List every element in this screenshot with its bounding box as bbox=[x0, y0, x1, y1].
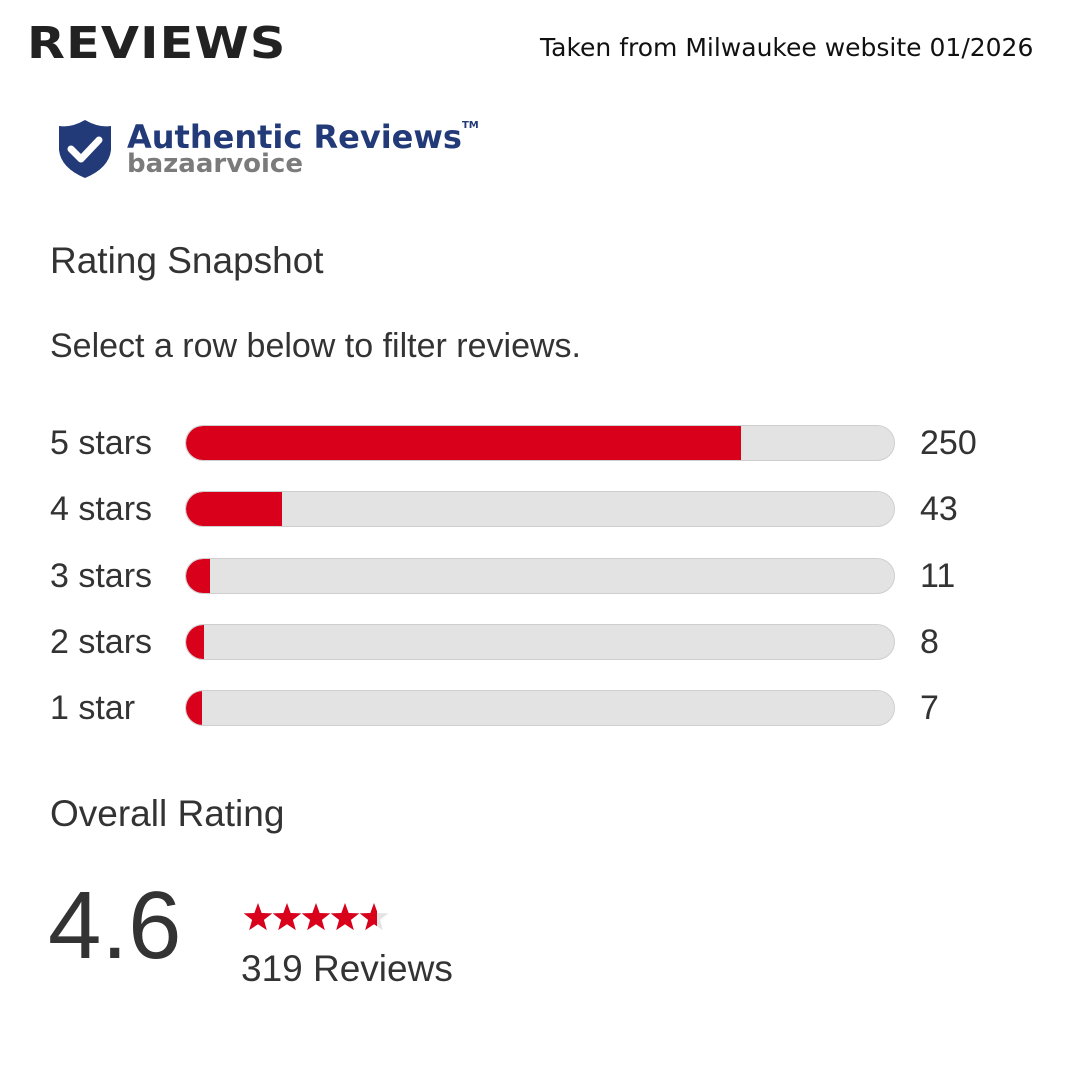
row-label: 3 stars bbox=[50, 557, 153, 595]
rating-filter-row[interactable]: 2 stars 8 bbox=[50, 624, 1010, 660]
rating-bar-track bbox=[185, 491, 895, 527]
star-rating bbox=[243, 903, 389, 931]
rating-bar-fill bbox=[186, 625, 204, 659]
rating-filter-row[interactable]: 1 star 7 bbox=[50, 690, 1010, 726]
logo-sub-text: bazaarvoice bbox=[127, 149, 303, 179]
page-heading: REVIEWS bbox=[27, 18, 287, 69]
star-filled bbox=[301, 903, 331, 931]
row-count: 11 bbox=[920, 557, 956, 595]
source-note: Taken from Milwaukee website 01/2026 bbox=[540, 33, 1034, 62]
logo-main-text: Authentic Reviews bbox=[127, 118, 462, 156]
star-filled bbox=[330, 903, 360, 931]
row-count: 250 bbox=[920, 424, 977, 462]
row-label: 2 stars bbox=[50, 623, 153, 661]
row-count: 8 bbox=[920, 623, 939, 661]
row-count: 43 bbox=[920, 490, 958, 528]
rating-bar-track bbox=[185, 690, 895, 726]
row-count: 7 bbox=[920, 689, 939, 727]
rating-snapshot-title: Rating Snapshot bbox=[50, 240, 324, 281]
authentic-reviews-logo: Authentic ReviewsTM bazaarvoice bbox=[55, 118, 479, 180]
row-label: 5 stars bbox=[50, 424, 153, 462]
shield-check-icon bbox=[59, 120, 111, 178]
average-rating: 4.6 bbox=[48, 872, 182, 979]
rating-filter-row[interactable]: 5 stars 250 bbox=[50, 425, 1010, 461]
rating-filter-row[interactable]: 4 stars 43 bbox=[50, 491, 1010, 527]
rating-filter-row[interactable]: 3 stars 11 bbox=[50, 558, 1010, 594]
rating-snapshot-hint: Select a row below to filter reviews. bbox=[50, 327, 581, 365]
review-count: 319 Reviews bbox=[241, 948, 453, 989]
overall-rating-title: Overall Rating bbox=[50, 793, 285, 834]
rating-bar-track bbox=[185, 558, 895, 594]
rating-bar-fill bbox=[186, 559, 211, 593]
trademark: TM bbox=[461, 120, 479, 131]
star-filled bbox=[243, 903, 273, 931]
rating-bar-fill bbox=[186, 691, 202, 725]
row-label: 1 star bbox=[50, 689, 136, 727]
rating-bar-track bbox=[185, 624, 895, 660]
row-label: 4 stars bbox=[50, 490, 153, 528]
star-filled bbox=[359, 903, 377, 931]
rating-bar-fill bbox=[186, 492, 282, 526]
rating-bar-fill bbox=[186, 426, 742, 460]
rating-bar-track bbox=[185, 425, 895, 461]
star-filled bbox=[272, 903, 302, 931]
